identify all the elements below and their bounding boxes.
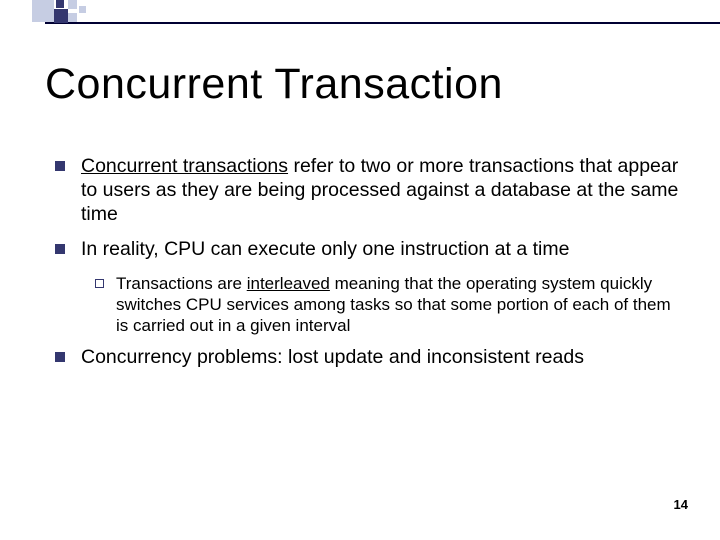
decor-square bbox=[32, 0, 54, 22]
header-line bbox=[45, 22, 720, 24]
bullet-text: Concurrent transactions refer to two or … bbox=[81, 155, 680, 226]
hollow-square-bullet-icon bbox=[95, 279, 104, 288]
bullet-text: Concurrency problems: lost update and in… bbox=[81, 346, 584, 370]
decor-square bbox=[54, 9, 68, 23]
bullet-text: In reality, CPU can execute only one ins… bbox=[81, 238, 569, 262]
sub-bullet-text: Transactions are interleaved meaning tha… bbox=[116, 274, 680, 336]
slide-content: Concurrent transactions refer to two or … bbox=[55, 155, 680, 382]
decor-square bbox=[56, 0, 64, 8]
underlined-term: interleaved bbox=[247, 274, 330, 293]
square-bullet-icon bbox=[55, 161, 65, 171]
header-decoration bbox=[0, 0, 720, 42]
underlined-term: Concurrent transactions bbox=[81, 155, 288, 177]
bullet-item: In reality, CPU can execute only one ins… bbox=[55, 238, 680, 262]
bullet-item: Concurrent transactions refer to two or … bbox=[55, 155, 680, 226]
decor-square bbox=[79, 6, 86, 13]
page-number: 14 bbox=[674, 497, 688, 512]
decor-square bbox=[68, 0, 77, 9]
decor-square bbox=[68, 13, 77, 22]
bullet-item: Concurrency problems: lost update and in… bbox=[55, 346, 680, 370]
slide-title: Concurrent Transaction bbox=[45, 60, 503, 109]
square-bullet-icon bbox=[55, 352, 65, 362]
square-bullet-icon bbox=[55, 244, 65, 254]
sub-bullet-item: Transactions are interleaved meaning tha… bbox=[95, 274, 680, 336]
